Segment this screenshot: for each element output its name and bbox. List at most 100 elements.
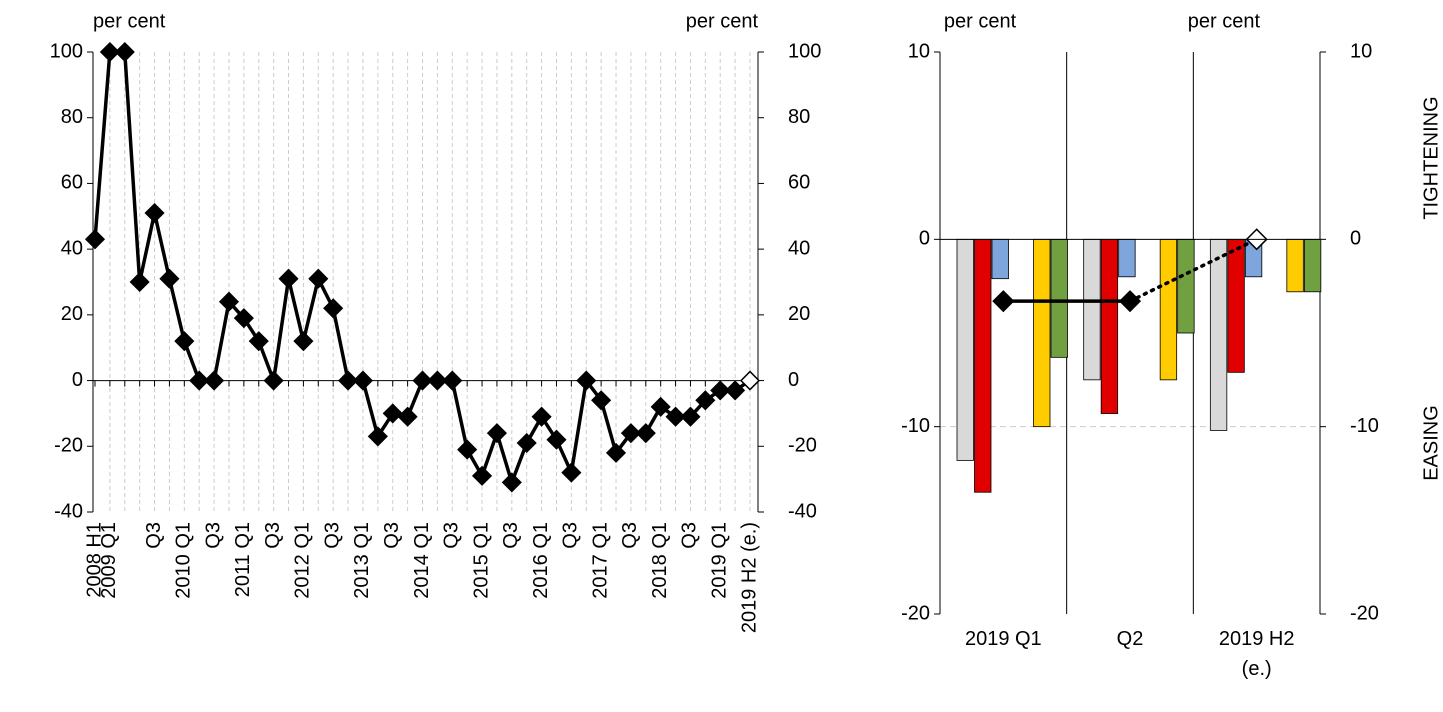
marker [739, 370, 761, 391]
marker [114, 41, 135, 63]
x-tick-label: 2019 Q1 [709, 522, 731, 599]
marker [650, 396, 671, 417]
x-tick-label: 2009 Q1 [98, 522, 120, 599]
x-tick-label: Q3 [560, 522, 582, 549]
bar [1118, 238, 1136, 278]
marker [323, 298, 344, 319]
marker [338, 370, 359, 391]
marker [233, 308, 254, 329]
x-tick-label: 2014 Q1 [411, 522, 433, 599]
marker [486, 423, 507, 444]
marker [352, 370, 374, 391]
y2-tick-label: 60 [788, 172, 810, 194]
marker [576, 370, 597, 391]
marker [992, 290, 1015, 313]
line-segment [1128, 237, 1259, 303]
bar [1159, 238, 1178, 381]
y2-tick-label: -20 [1350, 602, 1379, 624]
marker [99, 41, 120, 63]
y-tick-label: 20 [61, 303, 83, 325]
marker [427, 370, 448, 391]
x-tick-label: Q3 [441, 522, 463, 549]
y2-axis-label: per cent [686, 10, 759, 32]
x-tick-label: 2012 Q1 [292, 522, 314, 599]
marker [293, 331, 314, 352]
y-tick-label: 100 [50, 40, 83, 62]
y-tick-label: 0 [72, 369, 83, 391]
bar [1286, 238, 1304, 293]
x-tick-label: 2010 Q1 [173, 522, 195, 599]
marker [591, 390, 612, 411]
y-tick-label: -40 [54, 500, 83, 522]
x-tick-label: 2011 Q1 [232, 522, 254, 597]
bar [1033, 238, 1051, 428]
x-tick-label: 2019 H2 (e.) [738, 522, 760, 633]
bar [1083, 238, 1101, 381]
marker [725, 380, 746, 401]
marker [620, 423, 641, 444]
y2-tick-label: -40 [788, 500, 817, 522]
x-tick-label: Q3 [262, 522, 284, 549]
marker [501, 472, 522, 493]
y2-tick-label: 80 [788, 106, 810, 128]
marker [84, 229, 106, 250]
marker [471, 465, 493, 486]
bar [1100, 238, 1119, 414]
marker [144, 202, 165, 224]
x-tick-label: Q3 [202, 522, 224, 549]
marker [1118, 290, 1142, 313]
x-tick-label: Q2 [1116, 628, 1144, 650]
bar [974, 238, 992, 493]
bar [991, 238, 1009, 280]
y-tick-label: 10 [908, 40, 930, 62]
y2-tick-label: 0 [1350, 228, 1361, 250]
x-tick-label: 2018 Q1 [649, 522, 671, 599]
marker [605, 442, 627, 463]
y-axis-label: per cent [93, 10, 166, 32]
marker [397, 406, 418, 427]
bar [1177, 238, 1195, 334]
x-tick-label: 2019 Q1 [964, 628, 1042, 650]
marker [278, 268, 299, 289]
y-axis-label: per cent [944, 10, 1017, 32]
y2-tick-label: 100 [788, 40, 821, 62]
y-tick-label: 0 [919, 228, 930, 250]
y-tick-label: -10 [901, 415, 930, 437]
x-tick-label: 2008 H1 [83, 522, 105, 598]
marker [561, 462, 582, 483]
marker [710, 380, 731, 401]
marker [457, 439, 478, 460]
marker [248, 331, 269, 352]
bar [1303, 238, 1322, 293]
bar [1209, 238, 1228, 431]
bar [956, 238, 974, 461]
x-tick-label: Q3 [679, 522, 701, 549]
y-tick-label: -20 [54, 435, 83, 457]
marker [174, 331, 195, 352]
x-tick-label: Q3 [381, 522, 403, 549]
marker [159, 268, 180, 289]
annotation: EASING [1420, 405, 1442, 481]
y2-tick-label: 10 [1350, 40, 1372, 62]
marker [218, 291, 240, 312]
y-tick-label: 60 [61, 172, 83, 194]
x-tick-label: Q3 [143, 522, 165, 549]
marker [204, 370, 225, 391]
marker [442, 370, 463, 391]
marker [531, 406, 552, 427]
x-tick-label: 2019 H2 (e.) [1218, 628, 1295, 680]
marker [308, 268, 329, 289]
bar [1227, 238, 1245, 373]
x-tick-label: 2013 Q1 [351, 522, 373, 599]
x-tick-label: Q3 [619, 522, 641, 549]
marker [516, 432, 537, 454]
y-tick-label: 80 [61, 106, 83, 128]
marker [367, 426, 388, 447]
bar [1050, 238, 1068, 358]
marker [129, 271, 150, 293]
marker [263, 370, 284, 391]
y-tick-label: 40 [61, 237, 83, 259]
marker [412, 370, 433, 391]
